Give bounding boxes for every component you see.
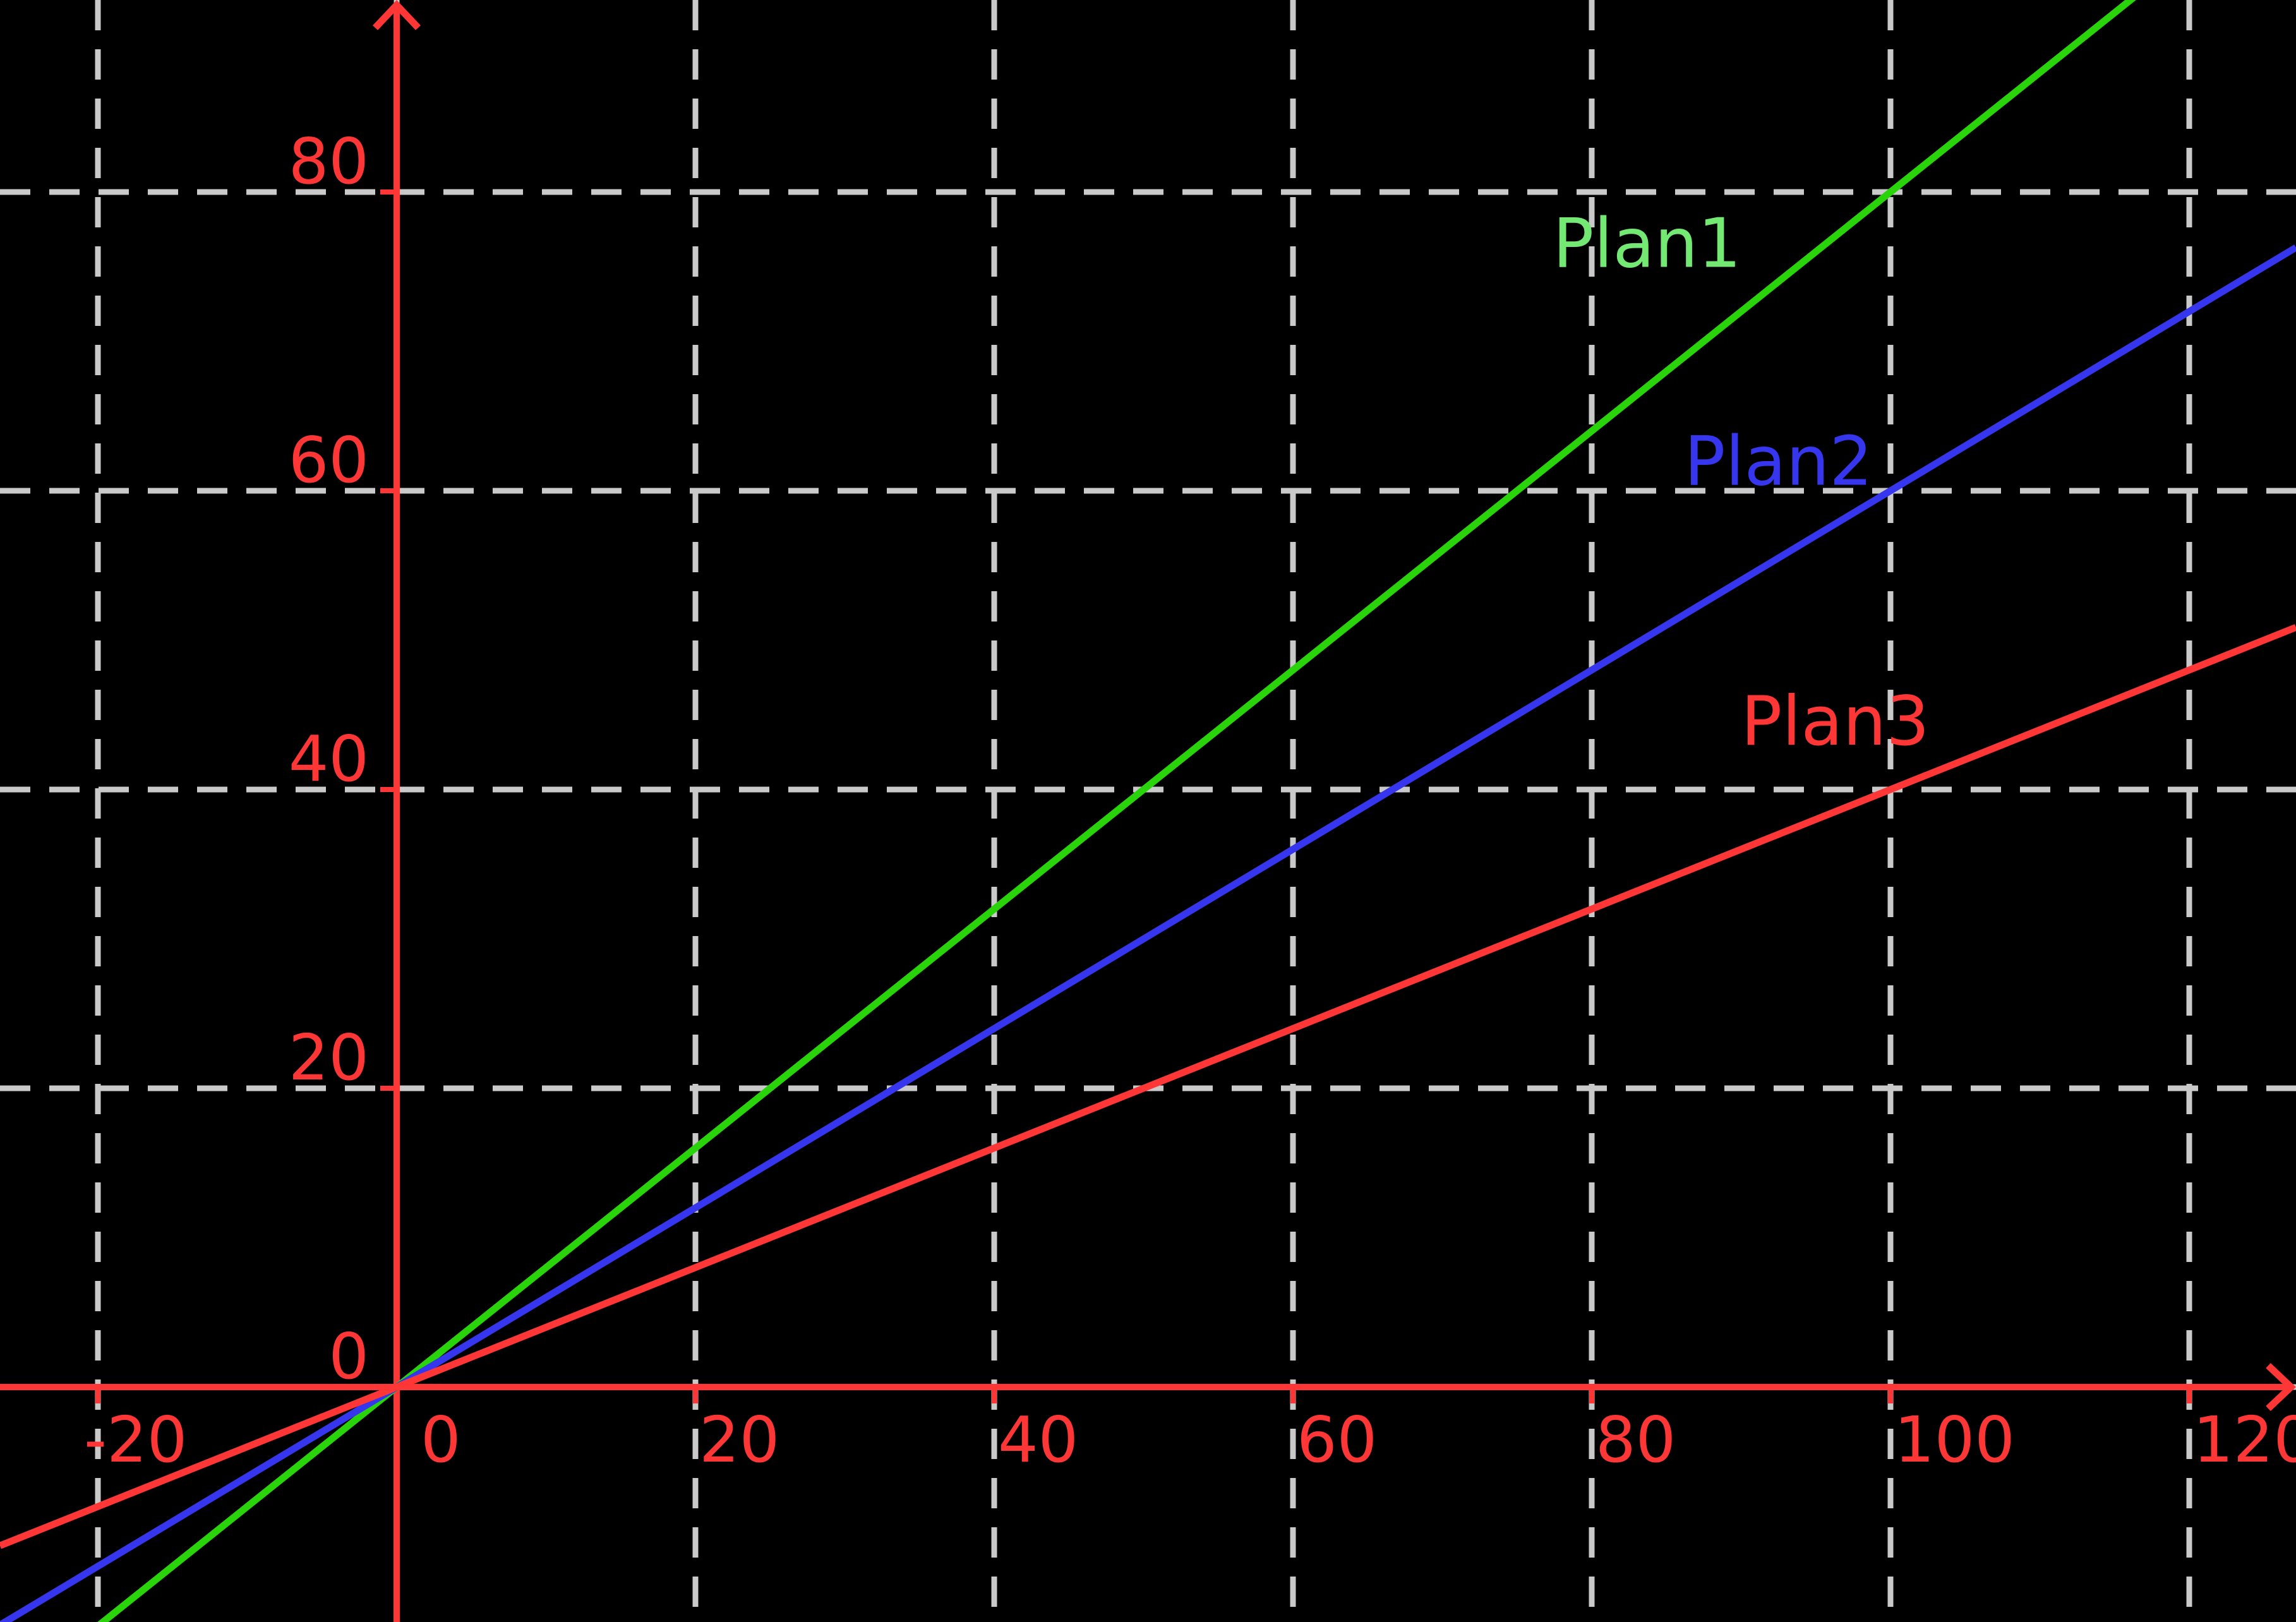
- x-tick-label-100: 100: [1894, 1403, 2015, 1477]
- y-tick-label-60: 60: [289, 423, 369, 497]
- y-axis-arrow-icon: [373, 0, 421, 30]
- x-tick-label-80: 80: [1596, 1403, 1676, 1477]
- y-tick-label-80: 80: [289, 124, 369, 198]
- y-tick-label-0: 0: [328, 1319, 369, 1393]
- series-label-plan3: Plan3: [1741, 682, 1929, 761]
- series-label-plan2: Plan2: [1684, 423, 1872, 502]
- x-tick-label-40: 40: [998, 1403, 1078, 1477]
- x-tick-label-60: 60: [1297, 1403, 1377, 1477]
- x-tick-label-20: 20: [699, 1403, 779, 1477]
- y-tick-label-40: 40: [289, 722, 369, 796]
- x-axis-arrow-icon: [2266, 1363, 2296, 1411]
- x-tick-label-0: 0: [421, 1403, 461, 1477]
- x-tick-label--20: -20: [84, 1403, 187, 1477]
- series-label-plan1: Plan1: [1553, 204, 1741, 283]
- x-tick-label-120: 120: [2193, 1403, 2296, 1477]
- series-line-plan3: [0, 624, 2296, 1549]
- y-tick-label-20: 20: [289, 1021, 369, 1095]
